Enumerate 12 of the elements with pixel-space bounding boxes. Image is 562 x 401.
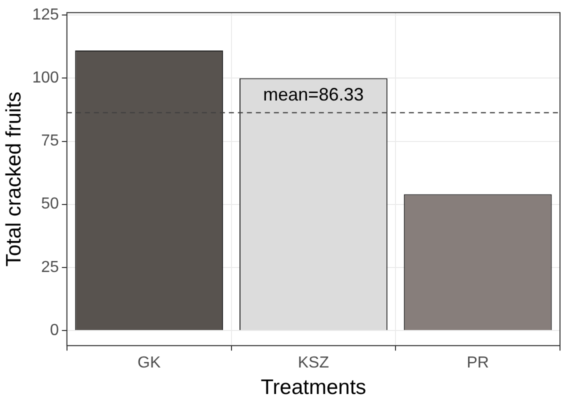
y-axis-title: Total cracked fruits: [2, 92, 26, 267]
y-tick-label: 75: [41, 132, 59, 150]
x-tick-label: KSZ: [298, 354, 330, 372]
x-axis-title: Treatments: [260, 376, 366, 400]
y-tick-label: 100: [32, 70, 59, 87]
ref-line-label: mean=86.33: [263, 84, 364, 105]
y-tick-label: 125: [32, 6, 59, 24]
y-tick-label: 25: [41, 258, 59, 276]
y-tick-label: 0: [50, 322, 59, 339]
x-tick-label: PR: [466, 354, 489, 372]
y-tick-label: 50: [41, 196, 59, 213]
x-tick-label: GK: [138, 354, 161, 372]
